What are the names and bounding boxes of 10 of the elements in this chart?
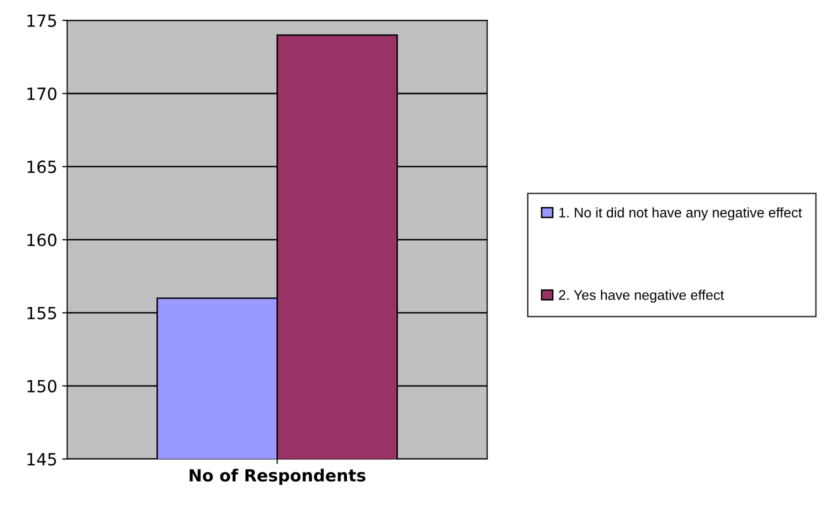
y-tick-label: 155 (27, 306, 56, 320)
x-tick-label: No of Respondents (190, 468, 366, 485)
y-tick-label: 160 (27, 234, 56, 246)
y-tick-label: 165 (27, 160, 56, 174)
y-tick-label: 170 (27, 87, 56, 100)
legend-label: 1. No it did not have any negative effect (559, 207, 802, 220)
y-tick-label: 175 (27, 14, 56, 27)
y-tick-label: 145 (27, 453, 56, 466)
legend-label: 2. Yes have negative effect (559, 290, 724, 303)
y-tick-label: 150 (27, 380, 56, 392)
